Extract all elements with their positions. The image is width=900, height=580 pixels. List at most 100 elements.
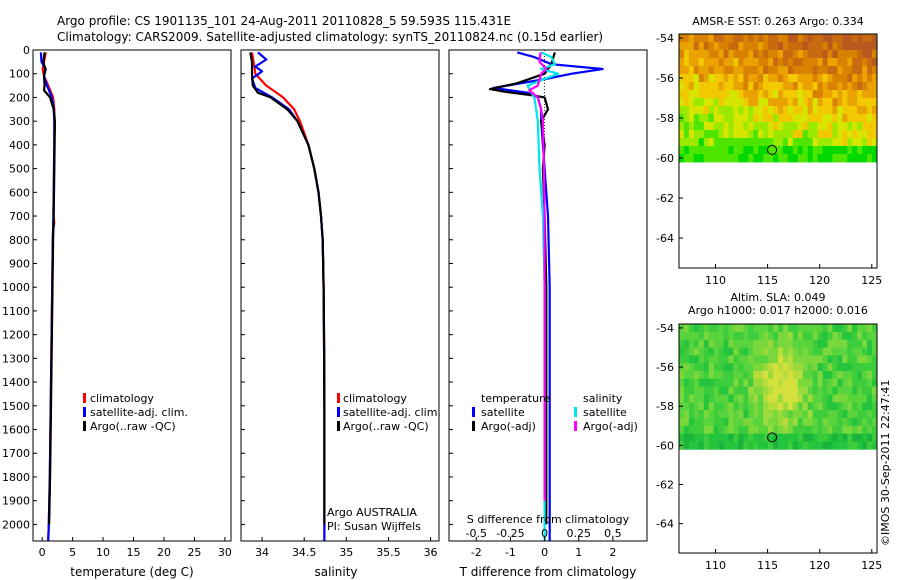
heatmap-cell	[738, 114, 744, 123]
heatmap-cell	[787, 122, 794, 131]
heatmap-cell	[698, 154, 705, 163]
sla-argo-location-marker	[767, 432, 778, 443]
heatmap-cell	[817, 363, 823, 372]
heatmap-cell	[842, 138, 848, 147]
heatmap-cell	[753, 114, 759, 123]
heatmap-cell	[768, 90, 774, 99]
heatmap-cell	[837, 58, 843, 67]
heatmap-cell	[827, 339, 833, 348]
heatmap-cell	[842, 98, 848, 107]
heatmap-cell	[718, 331, 724, 341]
heatmap-cell	[703, 74, 710, 83]
heatmap-cell	[807, 339, 814, 348]
heatmap-cell	[743, 370, 749, 380]
heatmap-cell	[679, 58, 685, 67]
heatmap-cell	[753, 410, 759, 419]
heatmap-cell	[797, 42, 804, 51]
heatmap-cell	[872, 74, 878, 83]
heatmap-cell	[802, 339, 809, 348]
y-tick-label: 2000	[2, 518, 30, 531]
heatmap-cell	[688, 58, 695, 67]
s-tick-label: 0.5	[604, 527, 622, 540]
heatmap-cell	[827, 331, 833, 341]
heatmap-cell	[812, 441, 818, 450]
heatmap-cell	[852, 58, 858, 67]
heatmap-cell	[708, 42, 715, 51]
heatmap-cell	[847, 154, 853, 163]
heatmap-cell	[852, 114, 858, 123]
heatmap-cell	[872, 98, 878, 107]
heatmap-cell	[832, 378, 838, 388]
heatmap-cell	[792, 114, 799, 123]
heatmap-cell	[817, 42, 823, 51]
lon-tick-label: 125	[861, 274, 882, 287]
heatmap-cell	[782, 106, 789, 115]
heatmap-cell	[693, 106, 700, 115]
heatmap-cell	[782, 394, 789, 403]
heatmap-cell	[738, 339, 744, 348]
heatmap-cell	[753, 130, 759, 139]
heatmap-cell	[708, 82, 715, 91]
legend-swatch-satellite-adj	[83, 407, 86, 417]
heatmap-cell	[842, 66, 848, 75]
heatmap-cell	[688, 378, 695, 388]
heatmap-cell	[852, 324, 858, 333]
lat-tick-label: -56	[656, 72, 674, 85]
heatmap-cell	[718, 50, 724, 59]
heatmap-cell	[683, 34, 690, 43]
heatmap-cell	[713, 402, 719, 411]
heatmap-cell	[773, 90, 779, 99]
heatmap-cell	[822, 425, 828, 435]
heatmap-cell	[773, 394, 779, 403]
heatmap-cell	[753, 154, 759, 163]
heatmap-cell	[792, 138, 799, 147]
heatmap-cell	[797, 74, 804, 83]
heatmap-cell	[817, 425, 823, 435]
heatmap-cell	[857, 394, 863, 403]
y-tick-label: 100	[9, 68, 30, 81]
heatmap-cell	[748, 66, 754, 75]
y-tick-label: 1200	[2, 329, 30, 342]
heatmap-cell	[723, 386, 729, 395]
heatmap-cell	[782, 355, 789, 364]
heatmap-cell	[768, 106, 774, 115]
heatmap-cell	[733, 331, 739, 341]
y-tick-label: 1800	[2, 471, 30, 484]
heatmap-cell	[723, 402, 729, 411]
heatmap-cell	[748, 90, 754, 99]
heatmap-cell	[738, 138, 744, 147]
heatmap-cell	[683, 378, 690, 388]
heatmap-cell	[857, 339, 863, 348]
heatmap-cell	[718, 74, 724, 83]
heatmap-cell	[708, 378, 715, 388]
heatmap-cell	[733, 363, 739, 372]
heatmap-cell	[703, 90, 710, 99]
heatmap-cell	[852, 146, 858, 155]
heatmap-cell	[817, 34, 823, 43]
heatmap-cell	[867, 339, 873, 348]
heatmap-cell	[743, 42, 749, 51]
heatmap-cell	[852, 90, 858, 99]
heatmap-cell	[817, 98, 823, 107]
heatmap-cell	[812, 363, 818, 372]
heatmap-cell	[768, 433, 774, 442]
heatmap-cell	[797, 324, 804, 333]
y-tick-label: 1400	[2, 376, 30, 389]
series-line-satellite-temperature	[492, 51, 604, 541]
heatmap-cell	[827, 98, 833, 107]
heatmap-cell	[857, 347, 863, 356]
heatmap-cell	[688, 386, 695, 395]
legend-header-temperature: temperature	[481, 392, 550, 405]
heatmap-cell	[718, 130, 724, 139]
heatmap-cell	[837, 425, 843, 435]
heatmap-cell	[842, 433, 848, 442]
heatmap-cell	[872, 363, 878, 372]
heatmap-cell	[797, 378, 804, 388]
heatmap-cell	[743, 130, 749, 139]
heatmap-cell	[827, 58, 833, 67]
heatmap-cell	[693, 154, 700, 163]
heatmap-cell	[708, 339, 715, 348]
heatmap-cell	[787, 58, 794, 67]
heatmap-cell	[703, 370, 710, 380]
heatmap-cell	[763, 339, 769, 348]
